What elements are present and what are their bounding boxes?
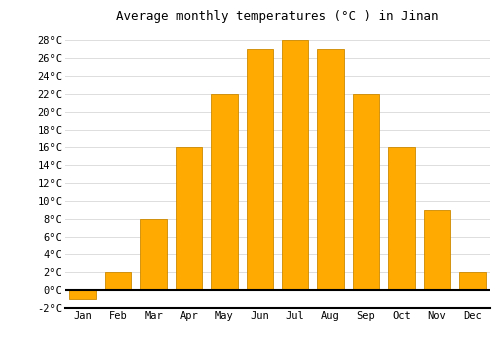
Bar	[211, 94, 238, 290]
Bar	[105, 272, 132, 290]
Bar	[176, 147, 202, 290]
Bar	[246, 49, 273, 290]
Title: Average monthly temperatures (°C ) in Jinan: Average monthly temperatures (°C ) in Ji…	[116, 10, 439, 23]
Bar	[282, 40, 308, 290]
Bar	[140, 219, 167, 290]
Bar	[388, 147, 414, 290]
Bar	[70, 290, 96, 299]
Bar	[353, 94, 380, 290]
Bar	[424, 210, 450, 290]
Bar	[318, 49, 344, 290]
Bar	[459, 272, 485, 290]
